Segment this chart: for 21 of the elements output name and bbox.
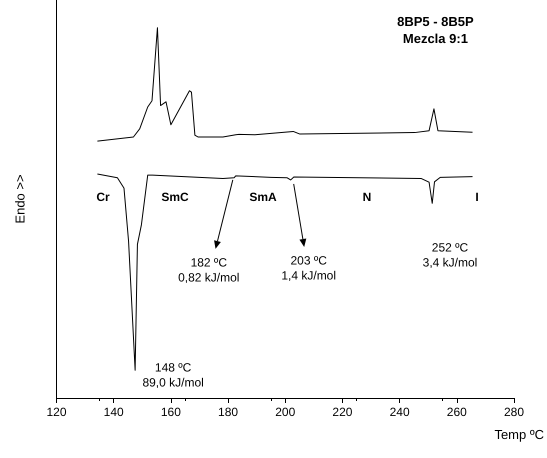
x-tick-label: 260 (446, 405, 468, 419)
y-axis-title: Endo >> (12, 174, 28, 224)
x-tick-label: 140 (104, 405, 124, 419)
annotation: SmC (161, 190, 189, 204)
annotation: 252 ºC 3,4 kJ/mol (422, 240, 478, 270)
annotation: 203 ºC 1,4 kJ/mol (281, 253, 336, 282)
annotation: 148 ºC 89,0 kJ/mol (142, 360, 204, 390)
x-tick-label: 200 (275, 405, 296, 419)
chart-title: 8BP5 - 8B5P Mezcla 9:1 (397, 14, 474, 46)
annotation: I (475, 190, 479, 204)
annotation: Cr (96, 190, 110, 204)
x-tick-label: 180 (218, 405, 238, 419)
annotation: N (362, 190, 372, 204)
x-tick-label: 220 (332, 405, 353, 419)
annotation: 182 ºC 0,82 kJ/mol (178, 255, 240, 284)
x-tick-label: 280 (504, 405, 524, 419)
x-tick-label: 240 (390, 405, 410, 419)
x-tick-label: 120 (46, 405, 67, 419)
annotation: SmA (249, 190, 277, 204)
x-tick-label: 160 (160, 405, 182, 419)
x-axis-title: Temp ºC (494, 427, 544, 442)
